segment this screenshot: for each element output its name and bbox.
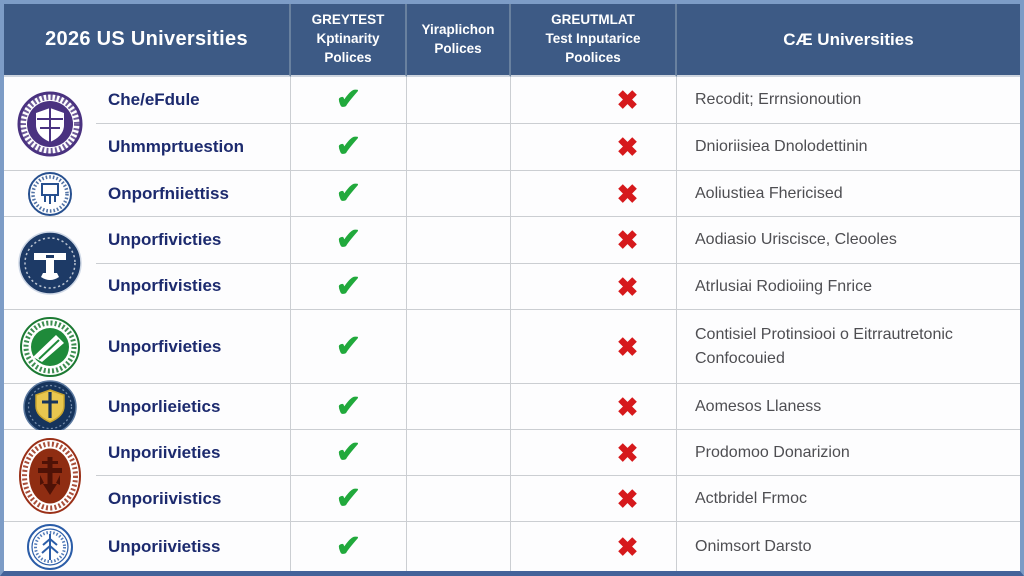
policy-check-cell: ✔	[291, 384, 407, 430]
red-cross-icon: ✖	[616, 85, 639, 115]
policy-check-cell: ✔	[291, 264, 407, 310]
university-cell-group-2: Unporfivicties Unporfivisties	[4, 217, 291, 310]
university-description: Onimsort Darsto	[677, 522, 1020, 571]
university-cell-group-3: Unporiivieties Onporiivistics	[4, 430, 291, 522]
navy-seal-icon	[4, 217, 96, 309]
empty-policy-cell	[407, 522, 511, 571]
red-cross-icon: ✖	[616, 531, 639, 562]
policy-cross-cell: ✖	[511, 522, 677, 571]
university-description: Recodit; Errnsionoution	[677, 77, 1020, 124]
purple-shield-seal-icon	[4, 77, 96, 170]
university-cell: Unporlieietics	[4, 379, 291, 434]
university-name: Unporlieietics	[108, 396, 221, 416]
green-check-icon: ✔	[335, 130, 362, 163]
university-cell: Onporfniiettiss	[4, 171, 291, 217]
policy-cross-cell: ✖	[511, 217, 677, 264]
empty-policy-cell	[407, 430, 511, 476]
university-name: Onporiivistics	[108, 488, 222, 508]
university-name: Unporiivietiss	[108, 536, 221, 556]
policy-cross-cell: ✖	[511, 171, 677, 217]
university-description: Aomesos Llaness	[677, 384, 1020, 430]
green-check-icon: ✔	[335, 329, 362, 363]
policy-check-cell: ✔	[291, 217, 407, 264]
red-cross-icon: ✖	[616, 225, 639, 255]
green-check-icon: ✔	[335, 176, 362, 210]
red-cross-icon: ✖	[616, 132, 639, 162]
green-check-icon: ✔	[335, 481, 362, 515]
university-cell-group-1: Che/eFdule Uhmmprtuestion	[4, 77, 291, 171]
red-cross-icon: ✖	[616, 483, 639, 514]
university-name: Unporfivicties	[108, 229, 222, 249]
red-cross-icon: ✖	[616, 437, 639, 468]
university-description: Atrlusiai Rodioiing Fnrice	[677, 264, 1020, 310]
empty-policy-cell	[407, 476, 511, 522]
university-name: Unporfivisties	[108, 276, 222, 296]
header-application-policies: Yiraplichon Polices	[407, 4, 511, 77]
university-name: Uhmmprtuestion	[108, 137, 244, 156]
university-name: Unporfivieties	[108, 336, 222, 356]
university-name: Che/eFdule	[108, 90, 200, 109]
policy-cross-cell: ✖	[511, 124, 677, 171]
red-cross-icon: ✖	[616, 271, 639, 302]
green-check-icon: ✔	[335, 83, 362, 116]
policy-cross-cell: ✖	[511, 476, 677, 522]
maroon-oval-seal-icon	[4, 430, 96, 521]
university-cell: Unporfivieties	[4, 310, 291, 384]
navy-gold-shield-seal-icon	[4, 379, 96, 435]
policy-check-cell: ✔	[291, 124, 407, 171]
blue-line-seal-icon	[4, 523, 96, 571]
red-cross-icon: ✖	[616, 331, 639, 362]
university-description: Contisiel Protinsiooi o Eitrrautretonic …	[677, 310, 1020, 384]
empty-policy-cell	[407, 217, 511, 264]
blue-outline-seal-icon	[4, 171, 96, 217]
policy-check-cell: ✔	[291, 310, 407, 384]
university-description: Aoliustiea Fhericised	[677, 171, 1020, 217]
green-seal-icon	[4, 316, 96, 378]
policy-cross-cell: ✖	[511, 77, 677, 124]
green-check-icon: ✔	[335, 223, 362, 256]
header-test-importance-policies: GREUTMLAT Test Inputarice Poolices	[511, 4, 677, 77]
policy-cross-cell: ✖	[511, 264, 677, 310]
policy-cross-cell: ✖	[511, 384, 677, 430]
empty-policy-cell	[407, 77, 511, 124]
red-cross-icon: ✖	[616, 178, 639, 209]
university-description: Prodomoo Donarizion	[677, 430, 1020, 476]
policy-cross-cell: ✖	[511, 310, 677, 384]
university-description: Actbridel Frmoc	[677, 476, 1020, 522]
policy-check-cell: ✔	[291, 77, 407, 124]
empty-policy-cell	[407, 171, 511, 217]
university-name: Unporiivieties	[108, 442, 221, 462]
red-cross-icon: ✖	[616, 391, 639, 422]
university-description: Aodiasio Uriscisce, Cleooles	[677, 217, 1020, 264]
university-description: Dnioriisiea Dnolodettinin	[677, 124, 1020, 171]
green-check-icon: ✔	[335, 389, 362, 423]
policy-check-cell: ✔	[291, 430, 407, 476]
empty-policy-cell	[407, 384, 511, 430]
empty-policy-cell	[407, 264, 511, 310]
header-ce-universities: CÆ Universities	[677, 4, 1020, 77]
green-check-icon: ✔	[335, 529, 362, 563]
policy-check-cell: ✔	[291, 476, 407, 522]
policy-cross-cell: ✖	[511, 430, 677, 476]
policy-check-cell: ✔	[291, 522, 407, 571]
policy-check-cell: ✔	[291, 171, 407, 217]
university-cell: Unporiivietiss	[4, 522, 291, 571]
empty-policy-cell	[407, 124, 511, 171]
university-name: Onporfniiettiss	[108, 183, 229, 203]
header-test-optional-policies: GREYTEST Kptinarity Polices	[291, 4, 407, 77]
header-universities: 2026 US Universities	[4, 4, 291, 77]
green-check-icon: ✔	[335, 435, 362, 469]
green-check-icon: ✔	[335, 269, 362, 303]
empty-policy-cell	[407, 310, 511, 384]
